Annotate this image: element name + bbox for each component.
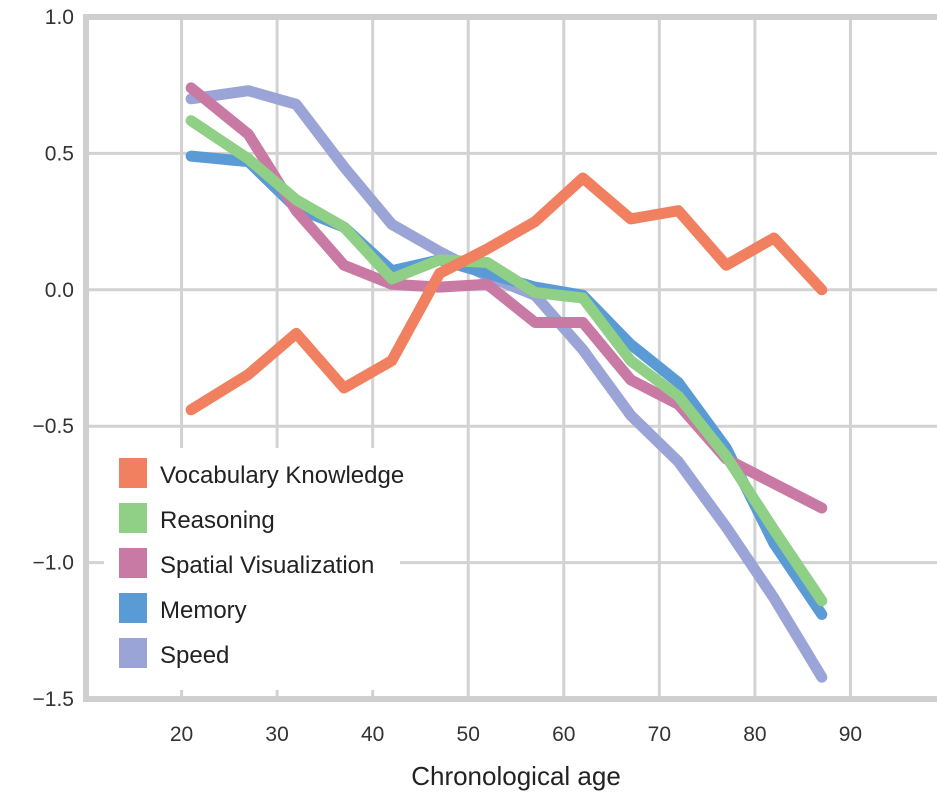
x-axis-title: Chronological age <box>411 761 621 791</box>
legend-swatch <box>119 458 147 488</box>
x-tick-label: 20 <box>170 723 193 746</box>
legend-background <box>104 448 400 690</box>
x-tick-label: 80 <box>743 723 766 746</box>
x-tick-label: 90 <box>839 723 862 746</box>
series-lines <box>185 82 828 683</box>
legend-swatch <box>119 593 147 623</box>
x-tick-label: 40 <box>361 723 384 746</box>
legend-swatch <box>119 503 147 533</box>
x-tick-label: 30 <box>265 723 288 746</box>
legend-label: Memory <box>160 597 247 624</box>
y-tick-labels: 1.0 0.5 0.0 −0.5 −1.0 −1.5 <box>33 6 74 711</box>
y-tick-label: 0.5 <box>45 142 74 165</box>
legend-swatch <box>119 548 147 578</box>
x-tick-label: 60 <box>552 723 575 746</box>
legend: Vocabulary Knowledge Reasoning Spatial Vis… <box>104 448 404 690</box>
plot-frame <box>83 14 937 702</box>
x-tick-label: 50 <box>457 723 480 746</box>
legend-label: Reasoning <box>160 507 275 534</box>
x-tick-labels: 20 30 40 50 60 70 80 90 <box>170 723 862 746</box>
legend-label: Vocabulary Knowledge <box>160 462 404 489</box>
y-tick-label: 1.0 <box>45 6 74 29</box>
series-line-reasoning <box>185 115 828 607</box>
series-line-vocabulary-knowledge <box>185 172 828 416</box>
y-tick-label: −1.5 <box>33 688 74 711</box>
y-tick-label: 0.0 <box>45 279 74 302</box>
legend-label: Spatial Visualization <box>160 552 374 579</box>
x-tick-label: 70 <box>648 723 671 746</box>
legend-label: Speed <box>160 642 229 669</box>
y-tick-label: −1.0 <box>33 552 74 575</box>
legend-swatch <box>119 638 147 668</box>
y-tick-label: −0.5 <box>33 415 74 438</box>
